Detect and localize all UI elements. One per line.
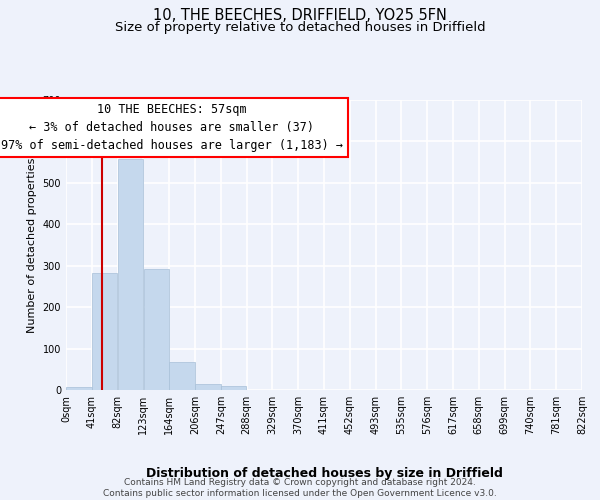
Y-axis label: Number of detached properties: Number of detached properties [27, 158, 37, 332]
Text: 10, THE BEECHES, DRIFFIELD, YO25 5FN: 10, THE BEECHES, DRIFFIELD, YO25 5FN [153, 8, 447, 22]
Text: 10 THE BEECHES: 57sqm
← 3% of detached houses are smaller (37)
97% of semi-detac: 10 THE BEECHES: 57sqm ← 3% of detached h… [1, 103, 343, 152]
Bar [118, 159, 143, 390]
Text: Size of property relative to detached houses in Driffield: Size of property relative to detached ho… [115, 21, 485, 34]
Bar [221, 386, 247, 390]
Text: Distribution of detached houses by size in Driffield: Distribution of detached houses by size … [146, 467, 502, 480]
Bar [66, 387, 92, 390]
Bar [195, 384, 221, 390]
Bar [169, 362, 195, 390]
Bar [92, 273, 118, 390]
Text: Contains HM Land Registry data © Crown copyright and database right 2024.
Contai: Contains HM Land Registry data © Crown c… [103, 478, 497, 498]
Bar [143, 268, 169, 390]
